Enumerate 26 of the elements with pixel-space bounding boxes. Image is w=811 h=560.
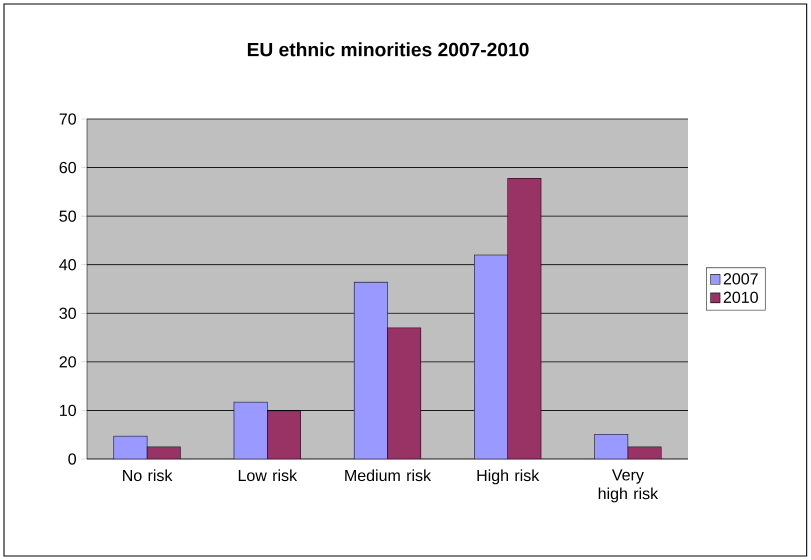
bar [628, 446, 662, 459]
bar [508, 178, 542, 459]
x-tick-label: Low risk [238, 469, 298, 482]
bar [594, 434, 628, 459]
y-tick-label: 70 [60, 113, 76, 125]
y-tick-label: 0 [68, 453, 76, 465]
y-tick-label: 30 [59, 308, 76, 319]
bar [147, 446, 180, 459]
y-tick-label: 60 [60, 162, 76, 174]
legend-label: 2007 [724, 273, 758, 284]
legend-label: 2010 [724, 292, 758, 303]
x-tick-label: Medium risk [345, 469, 432, 482]
bar [267, 410, 301, 459]
x-tick-label: Very high risk [598, 469, 658, 502]
x-tick-label: High risk [477, 469, 540, 484]
y-tick-label: 10 [60, 404, 76, 416]
y-tick-label: 50 [59, 210, 76, 222]
y-tick-label: 40 [59, 259, 76, 270]
y-tick-label: 20 [60, 356, 76, 368]
bar [354, 282, 388, 459]
bar [388, 328, 421, 459]
chart-title: EU ethnic minorities 2007-2010 [248, 42, 529, 56]
bar [234, 402, 268, 459]
bar [474, 254, 508, 459]
x-tick-label: No risk [123, 469, 172, 482]
bar [114, 436, 148, 459]
